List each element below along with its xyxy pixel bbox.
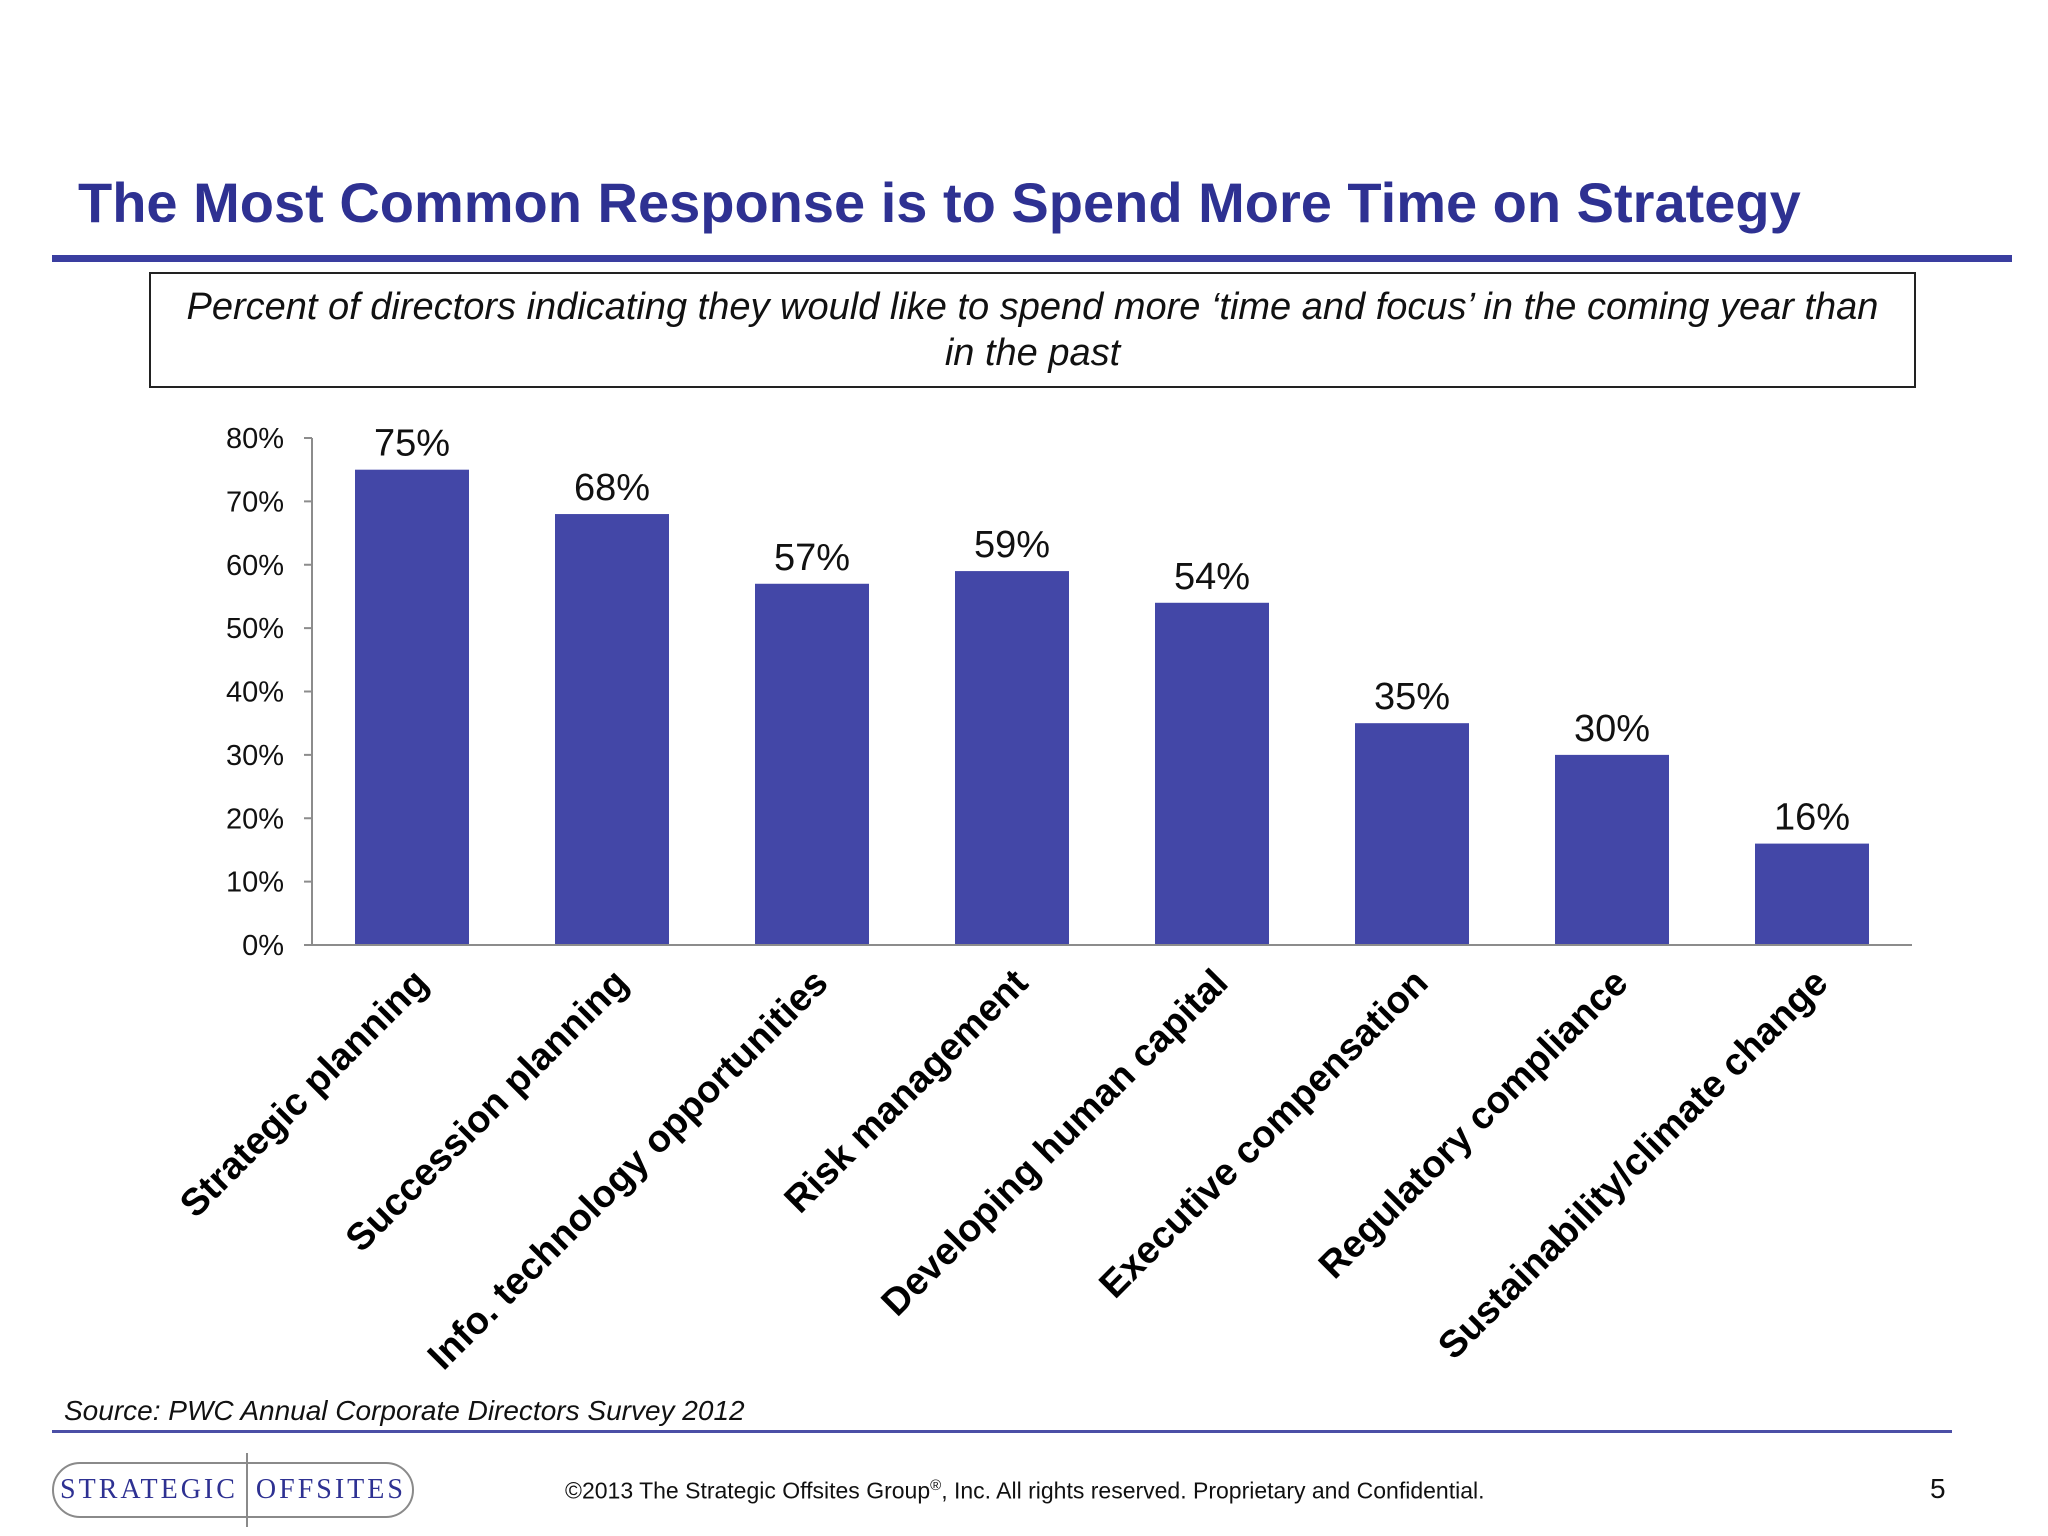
bar-value-label: 68%: [574, 467, 650, 509]
copyright-text-post: , Inc. All rights reserved. Proprietary …: [941, 1477, 1485, 1504]
copyright-text-pre: ©2013 The Strategic Offsites Group: [565, 1477, 931, 1504]
source-note: Source: PWC Annual Corporate Directors S…: [64, 1395, 745, 1426]
page-number: 5: [1930, 1473, 1946, 1504]
bar-value-label: 57%: [774, 537, 850, 579]
bar: [955, 571, 1069, 945]
bar-value-label: 35%: [1374, 676, 1450, 718]
y-tick-label: 10%: [226, 867, 284, 899]
y-tick-label: 80%: [226, 423, 284, 455]
bar-value-label: 54%: [1174, 556, 1250, 598]
bar: [555, 514, 669, 945]
footer-divider: [52, 1430, 1952, 1433]
logo-divider: [245, 1453, 248, 1527]
slide-title: The Most Common Response is to Spend Mor…: [78, 171, 1801, 234]
y-tick-label: 40%: [226, 677, 284, 709]
logo-text-right: OFFSITES: [255, 1474, 406, 1505]
bar: [1555, 754, 1669, 945]
chart-subtitle-box: Percent of directors indicating they wou…: [149, 272, 1916, 388]
category-label: Developing human capital: [874, 962, 1237, 1325]
category-label: Executive compensation: [1092, 962, 1437, 1307]
chart-subtitle: Percent of directors indicating they wou…: [186, 286, 1879, 374]
copyright-notice: ©2013 The Strategic Offsites Group®, Inc…: [565, 1477, 1485, 1505]
data-labels: 75% 68% 57% 59% 54% 35% 30% 16%: [374, 423, 1850, 839]
y-tick-label: 0%: [242, 930, 284, 962]
bars: [355, 469, 1869, 945]
bar-value-label: 30%: [1574, 708, 1650, 750]
bar-value-label: 16%: [1774, 797, 1850, 839]
bar: [1355, 723, 1469, 945]
bar: [755, 583, 869, 945]
y-tick-label: 70%: [226, 486, 284, 518]
company-logo: STRATEGIC OFFSITES: [52, 1453, 414, 1527]
logo-text-left: STRATEGIC: [60, 1474, 238, 1505]
y-tick-label: 30%: [226, 740, 284, 772]
bar-value-label: 75%: [374, 423, 450, 465]
category-label: Sustainability/climate change: [1430, 962, 1836, 1368]
bar: [355, 469, 469, 945]
y-tick-label: 60%: [226, 550, 284, 582]
y-tick-label: 50%: [226, 613, 284, 645]
y-axis-ticks: 0% 10% 20% 30% 40% 50% 60% 70% 80%: [226, 423, 312, 962]
y-tick-label: 20%: [226, 803, 284, 835]
bar-chart: 0% 10% 20% 30% 40% 50% 60% 70% 80% 75% 68% 57% 59% 5…: [172, 423, 1912, 1378]
bar-value-label: 59%: [974, 524, 1050, 566]
bar: [1755, 843, 1869, 945]
registered-mark: ®: [930, 1477, 942, 1494]
category-label: Info. technology opportunities: [420, 962, 836, 1378]
bar: [1155, 602, 1269, 945]
title-divider: [52, 255, 2012, 262]
